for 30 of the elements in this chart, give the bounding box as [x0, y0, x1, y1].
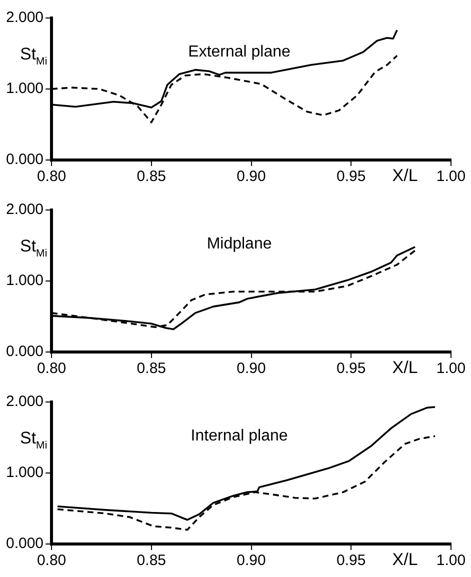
y-tick-label: 0.000 — [6, 535, 44, 552]
text: Midplane — [206, 235, 272, 252]
x-tick-label: 0.95 — [336, 168, 366, 186]
y-tick-label: 1.000 — [6, 464, 44, 482]
x-tick-label: 0.80 — [36, 168, 66, 186]
y-tick-label: 0.000 — [6, 343, 44, 360]
text: Internal plane — [190, 427, 288, 444]
x-tick-label: 0.85 — [136, 168, 166, 186]
y-tick-label: 0.000 — [6, 151, 44, 168]
x-axis-title: X/L — [392, 358, 418, 377]
x-axis-title: X/L — [392, 166, 418, 185]
text: External plane — [188, 43, 291, 60]
x-tick-label: 0.80 — [36, 552, 66, 570]
x-tick-label: 0.85 — [136, 360, 166, 378]
y-tick-label: 2.000 — [6, 201, 44, 218]
x-tick-label: 1.00 — [436, 168, 466, 186]
x-tick-label: 0.90 — [236, 168, 266, 186]
x-axis-title: X/L — [392, 550, 418, 569]
x-tick-label: 1.00 — [436, 360, 466, 378]
y-tick-label: 1.000 — [6, 80, 44, 98]
y-tick-label: 2.000 — [6, 393, 44, 410]
x-tick-label: 0.80 — [36, 360, 66, 378]
x-tick-label: 0.90 — [236, 360, 266, 378]
x-tick-label: 0.85 — [136, 552, 166, 570]
y-tick-label: 2.000 — [6, 9, 44, 26]
x-tick-label: 0.90 — [236, 552, 266, 570]
y-tick-label: 1.000 — [6, 272, 44, 290]
x-tick-label: 0.95 — [336, 552, 366, 570]
x-tick-label: 0.95 — [336, 360, 366, 378]
x-tick-label: 1.00 — [436, 552, 466, 570]
